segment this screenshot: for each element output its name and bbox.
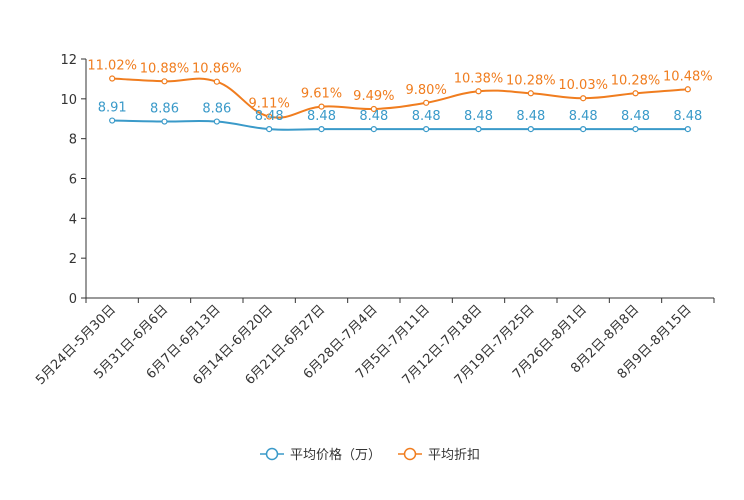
data-point[interactable]: [632, 126, 639, 133]
data-point[interactable]: [213, 118, 220, 125]
data-label: 9.80%: [406, 83, 447, 98]
y-tick-label: 12: [60, 53, 77, 68]
data-point[interactable]: [266, 126, 273, 133]
data-label: 8.86: [202, 102, 231, 117]
legend[interactable]: 平均价格（万） 平均折扣: [260, 447, 480, 463]
legend-label: 平均折扣: [428, 448, 480, 463]
data-point[interactable]: [370, 105, 377, 113]
data-point[interactable]: [318, 126, 325, 133]
y-tick-label: 10: [60, 93, 77, 108]
data-point[interactable]: [423, 99, 430, 106]
data-label: 9.11%: [249, 97, 290, 112]
data-label: 10.86%: [192, 62, 242, 77]
data-label: 10.03%: [558, 78, 608, 93]
data-point[interactable]: [527, 90, 534, 97]
data-label: 8.48: [412, 109, 441, 124]
data-label: 8.48: [307, 109, 336, 124]
data-point[interactable]: [475, 88, 482, 95]
data-label: 8.48: [673, 109, 702, 124]
data-point[interactable]: [632, 90, 639, 97]
data-point[interactable]: [684, 126, 691, 133]
data-label: 8.48: [464, 109, 493, 124]
data-labels: 8.91 8.86 8.86 8.48 8.48 8.48 8.48 8.48 8.48 8.48…: [87, 59, 712, 125]
data-point[interactable]: [213, 78, 220, 85]
data-label: 8.86: [150, 102, 179, 117]
data-label: 10.48%: [663, 69, 713, 84]
legend-item-average-price[interactable]: 平均价格（万）: [260, 447, 381, 463]
data-label: 9.49%: [353, 89, 394, 104]
y-tick-label: 8: [69, 133, 77, 148]
data-label: 10.88%: [140, 61, 190, 76]
data-label: 10.38%: [454, 71, 504, 86]
series-average-discount: [109, 75, 691, 120]
data-label: 8.48: [255, 109, 284, 124]
legend-item-average-discount[interactable]: 平均折扣: [398, 447, 480, 463]
y-tick-label: 4: [69, 212, 77, 227]
data-label: 9.61%: [301, 87, 342, 102]
data-point[interactable]: [266, 113, 273, 120]
data-point[interactable]: [109, 117, 116, 124]
data-point[interactable]: [475, 126, 482, 133]
data-point[interactable]: [527, 126, 534, 133]
data-point[interactable]: [684, 86, 691, 93]
data-point[interactable]: [580, 126, 587, 133]
data-label: 10.28%: [611, 73, 661, 88]
series-line: [112, 119, 688, 131]
legend-marker-icon: [265, 447, 279, 461]
data-label: 8.48: [516, 109, 545, 124]
series-layer: [109, 75, 691, 133]
data-point[interactable]: [318, 103, 325, 110]
data-point[interactable]: [580, 95, 587, 102]
data-point[interactable]: [423, 126, 430, 133]
data-label: 10.28%: [506, 73, 556, 88]
data-label: 8.48: [359, 109, 388, 124]
data-point[interactable]: [109, 75, 116, 82]
legend-marker-icon: [403, 447, 417, 461]
y-tick-label: 2: [69, 252, 77, 267]
data-label: 11.02%: [87, 59, 137, 74]
data-point[interactable]: [161, 78, 168, 85]
data-point[interactable]: [161, 118, 168, 125]
legend-label: 平均价格（万）: [290, 447, 381, 463]
y-tick-label: 6: [69, 173, 77, 188]
data-label: 8.91: [98, 101, 127, 116]
series-average-price: [109, 117, 691, 133]
data-label: 8.48: [569, 109, 598, 124]
data-label: 8.48: [621, 109, 650, 124]
y-tick-label: 0: [69, 292, 77, 307]
series-line: [112, 77, 688, 119]
data-point[interactable]: [370, 126, 377, 133]
